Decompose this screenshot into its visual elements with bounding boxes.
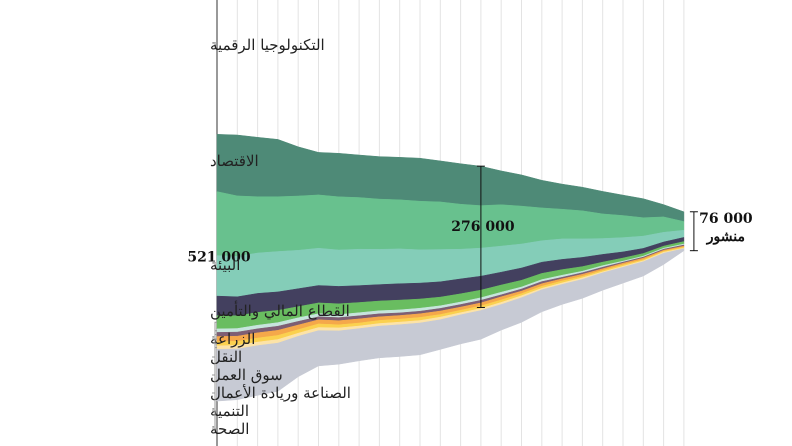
total-unit-label: منشور bbox=[706, 229, 745, 245]
total-label-0: 521 000 bbox=[187, 250, 251, 266]
category-label: الاقتصاد bbox=[210, 152, 259, 170]
label-leader-line bbox=[212, 347, 217, 430]
category-label: الزراعة bbox=[210, 330, 255, 348]
category-label: سوق العمل bbox=[210, 366, 283, 384]
category-label: النقل bbox=[210, 348, 242, 366]
stream-layers bbox=[216, 134, 685, 402]
total-markers: 521 000 276 000 76 000 منشور bbox=[187, 165, 753, 308]
total-label-1: 276 000 bbox=[451, 219, 515, 235]
category-label: الصحة bbox=[210, 420, 249, 438]
category-label: التنمية bbox=[210, 402, 249, 420]
category-label: البيئة bbox=[210, 256, 240, 274]
category-labels: التكنولوجيا الرقمية الاقتصاد البيئة القطاع … bbox=[210, 36, 351, 438]
category-label: التكنولوجيا الرقمية bbox=[210, 36, 325, 54]
category-label: الصناعة وريادة الأعمال bbox=[210, 384, 351, 402]
total-label-end: 76 000 bbox=[699, 211, 753, 227]
category-label: القطاع المالي والتأمين bbox=[210, 301, 350, 320]
stream-layer-10 bbox=[216, 248, 685, 402]
